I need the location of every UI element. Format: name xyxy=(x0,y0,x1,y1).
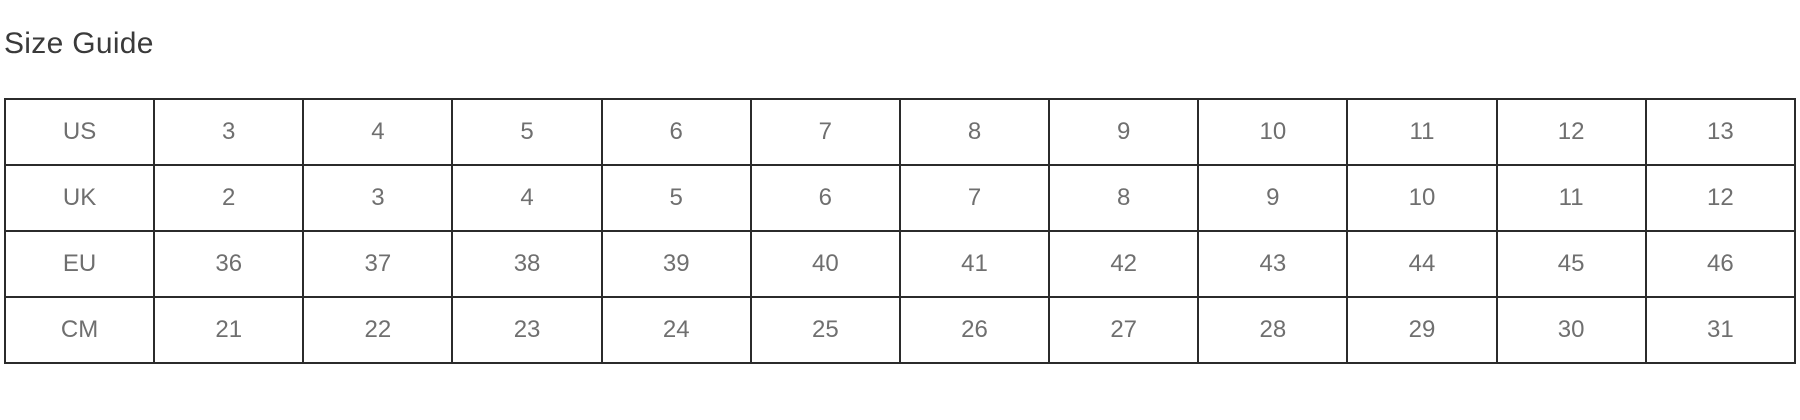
size-value-cell: 37 xyxy=(302,230,454,298)
size-value-cell: 26 xyxy=(898,296,1051,364)
size-row-uk: UK 2 3 4 5 6 7 8 9 10 11 12 xyxy=(3,164,1797,232)
size-value-cell: 31 xyxy=(1644,296,1797,364)
size-value-cell: 36 xyxy=(153,230,305,298)
size-value-cell: 12 xyxy=(1495,98,1647,166)
size-value-cell: 8 xyxy=(898,98,1051,166)
size-value-cell: 46 xyxy=(1644,230,1797,298)
size-value-cell: 24 xyxy=(600,296,752,364)
size-value-cell: 10 xyxy=(1346,164,1498,232)
size-value-cell: 25 xyxy=(749,296,901,364)
size-guide-page: Size Guide US 3 4 5 6 7 8 9 10 11 12 13 UK 2 3 4 5 6 7 8 9 10… xyxy=(0,26,1800,420)
size-value-cell: 27 xyxy=(1048,296,1200,364)
size-value-cell: 39 xyxy=(600,230,752,298)
size-value-cell: 3 xyxy=(302,164,454,232)
size-value-cell: 42 xyxy=(1048,230,1200,298)
size-value-cell: 4 xyxy=(302,98,454,166)
size-value-cell: 6 xyxy=(600,98,752,166)
size-value-cell: 21 xyxy=(153,296,305,364)
size-system-label: EU xyxy=(3,230,156,298)
size-value-cell: 30 xyxy=(1495,296,1647,364)
size-value-cell: 41 xyxy=(898,230,1051,298)
size-value-cell: 44 xyxy=(1346,230,1498,298)
size-value-cell: 28 xyxy=(1197,296,1349,364)
size-guide-table-body: US 3 4 5 6 7 8 9 10 11 12 13 UK 2 3 4 5 6 7 8 9 10 11 12 EU 36 37 3… xyxy=(3,98,1797,364)
size-value-cell: 2 xyxy=(153,164,305,232)
size-value-cell: 23 xyxy=(451,296,603,364)
size-value-cell: 43 xyxy=(1197,230,1349,298)
size-value-cell: 38 xyxy=(451,230,603,298)
size-value-cell: 12 xyxy=(1644,164,1797,232)
size-system-label: UK xyxy=(3,164,156,232)
size-guide-table: US 3 4 5 6 7 8 9 10 11 12 13 UK 2 3 4 5 6 7 8 9 10 11 12 EU 36 37 3… xyxy=(3,98,1797,364)
size-system-label: US xyxy=(3,98,156,166)
size-value-cell: 3 xyxy=(153,98,305,166)
size-value-cell: 11 xyxy=(1495,164,1647,232)
size-value-cell: 4 xyxy=(451,164,603,232)
size-value-cell: 11 xyxy=(1346,98,1498,166)
size-value-cell: 10 xyxy=(1197,98,1349,166)
size-value-cell: 6 xyxy=(749,164,901,232)
size-value-cell: 8 xyxy=(1048,164,1200,232)
size-guide-title: Size Guide xyxy=(4,27,154,60)
size-value-cell: 9 xyxy=(1048,98,1200,166)
size-value-cell: 9 xyxy=(1197,164,1349,232)
size-value-cell: 22 xyxy=(302,296,454,364)
size-system-label: CM xyxy=(3,296,156,364)
size-value-cell: 13 xyxy=(1644,98,1797,166)
size-value-cell: 5 xyxy=(600,164,752,232)
size-value-cell: 29 xyxy=(1346,296,1498,364)
size-row-eu: EU 36 37 38 39 40 41 42 43 44 45 46 xyxy=(3,230,1797,298)
size-value-cell: 45 xyxy=(1495,230,1647,298)
size-value-cell: 40 xyxy=(749,230,901,298)
size-row-cm: CM 21 22 23 24 25 26 27 28 29 30 31 xyxy=(3,296,1797,364)
size-row-us: US 3 4 5 6 7 8 9 10 11 12 13 xyxy=(3,98,1797,166)
size-value-cell: 7 xyxy=(898,164,1051,232)
size-value-cell: 5 xyxy=(451,98,603,166)
size-value-cell: 7 xyxy=(749,98,901,166)
